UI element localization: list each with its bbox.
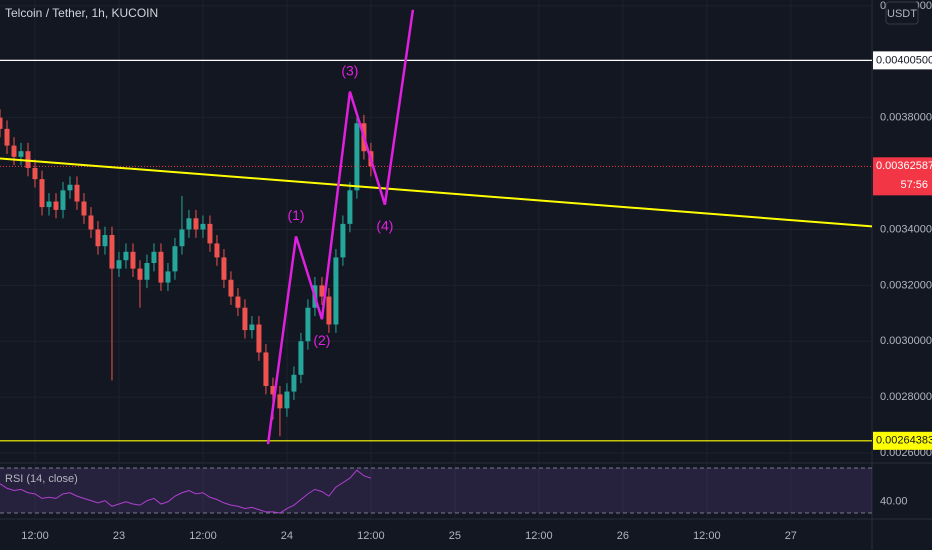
candle-body <box>53 201 59 210</box>
candle-body <box>228 279 234 297</box>
countdown: 57:56 <box>900 179 928 191</box>
candle-body <box>144 263 150 280</box>
candle-body <box>95 229 101 247</box>
wave-label: (1) <box>287 207 304 223</box>
x-tick-label: 24 <box>281 530 293 542</box>
plot-area: (1) (2) (3) (4) <box>0 9 872 445</box>
candle-body <box>305 307 311 342</box>
candle-body <box>39 179 45 208</box>
candle-body <box>102 235 108 247</box>
candle-body <box>32 167 38 180</box>
price-label-box <box>873 431 932 450</box>
candle-body <box>67 184 73 191</box>
last-price-box <box>873 157 932 196</box>
wave-label: (4) <box>376 217 393 233</box>
candle-body <box>354 123 360 191</box>
chart-title: Telcoin / Tether, 1h, KUCOIN <box>5 6 158 20</box>
price-label: 0.00400500 <box>876 54 932 66</box>
candle-body <box>347 190 353 224</box>
candle-body <box>200 223 206 230</box>
candle-body <box>242 307 248 331</box>
candle-body <box>137 268 143 280</box>
price-label: 0.00264383 <box>876 435 932 447</box>
candle-body <box>263 352 269 386</box>
x-tick-label: 27 <box>785 530 797 542</box>
candle-body <box>221 257 227 280</box>
candle-body <box>88 215 94 230</box>
candle-body <box>298 341 304 375</box>
x-tick-label: 12:00 <box>189 530 217 542</box>
candle-body <box>214 243 220 258</box>
wave-path <box>266 9 415 445</box>
candle-body <box>172 246 178 272</box>
candle-body <box>81 201 87 216</box>
candle-body <box>193 218 199 230</box>
candle-body <box>340 223 346 258</box>
currency-box <box>885 1 919 25</box>
y-tick-label: 0.00260000 <box>880 447 932 459</box>
candle-body <box>186 218 192 230</box>
candle-body <box>116 260 122 269</box>
candle-body <box>18 151 24 157</box>
candle-body <box>284 391 290 409</box>
candle-body <box>46 201 52 208</box>
wave-label: (3) <box>341 62 358 78</box>
candle-body <box>333 257 339 325</box>
rsi-line <box>0 469 372 514</box>
x-tick-label: 12:00 <box>693 530 721 542</box>
rsi-tick-label: 40.00 <box>880 496 908 508</box>
x-tick-label: 25 <box>449 530 461 542</box>
candle-body <box>4 128 10 146</box>
grid <box>0 0 872 519</box>
rsi-pane <box>0 467 872 514</box>
candle-body <box>11 145 17 157</box>
rsi-title: RSI (14, close) <box>5 473 78 485</box>
candle-body <box>151 251 157 264</box>
candle-body <box>130 251 136 269</box>
wave-label: (2) <box>313 332 330 348</box>
candle-body <box>60 190 66 210</box>
candle-body <box>165 271 171 283</box>
candle-body <box>326 296 332 325</box>
last-price-label: 0.00362587 <box>876 160 932 172</box>
candle-body <box>277 394 283 409</box>
candle-body <box>319 285 325 297</box>
x-tick-label: 12:00 <box>525 530 553 542</box>
candle-body <box>207 223 213 244</box>
candle-body <box>270 385 276 395</box>
candle-body <box>179 229 185 247</box>
candle-body <box>25 151 31 168</box>
candle-body <box>291 374 297 392</box>
x-tick-label: 26 <box>617 530 629 542</box>
axes: 0.004200000.003800000.003400000.00320000… <box>21 0 932 542</box>
price-label-box <box>873 51 932 70</box>
x-tick-label: 12:00 <box>21 530 49 542</box>
candle-body <box>256 324 262 353</box>
candle-body <box>74 184 80 202</box>
currency-label: USDT <box>887 8 917 20</box>
candle-body <box>158 251 164 283</box>
rsi-band <box>0 467 872 514</box>
candle-body <box>123 251 129 261</box>
candle-body <box>249 324 255 331</box>
candle-body <box>0 117 3 129</box>
x-tick-label: 23 <box>113 530 125 542</box>
candle-body <box>109 235 115 269</box>
trendline <box>0 157 872 228</box>
candle-body <box>235 296 241 308</box>
x-tick-label: 12:00 <box>357 530 385 542</box>
